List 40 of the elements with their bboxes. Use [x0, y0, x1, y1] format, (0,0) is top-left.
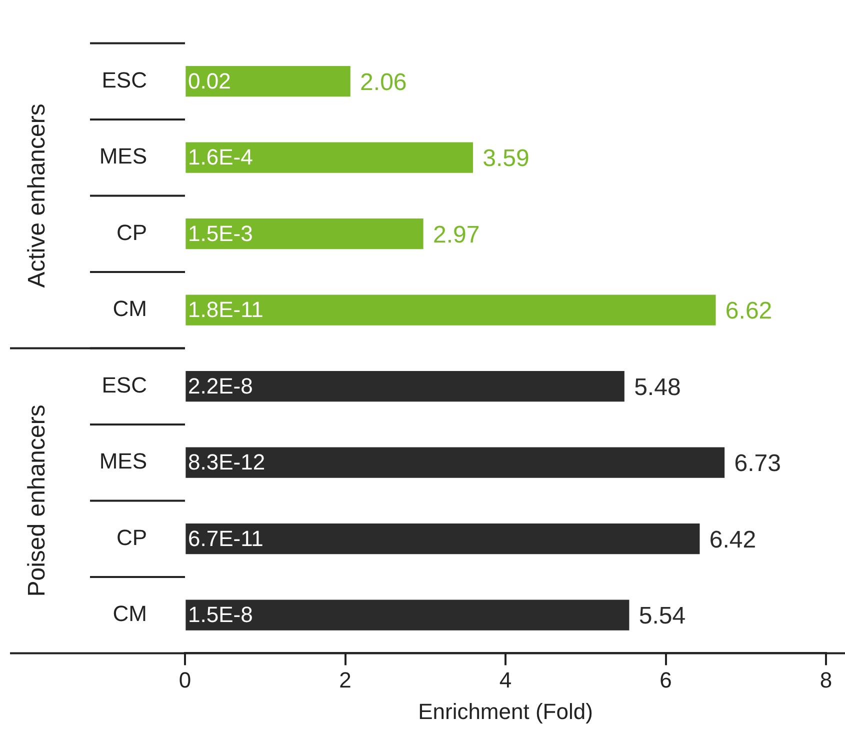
bar	[186, 66, 350, 97]
x-tick-label: 2	[339, 667, 352, 692]
bar	[186, 218, 424, 250]
x-axis-title: Enrichment (Fold)	[418, 698, 593, 724]
y-tick-label: MES	[99, 144, 147, 169]
bar	[186, 523, 700, 554]
data-label: 2.06	[360, 68, 407, 96]
text: Active enhancers	[24, 104, 51, 288]
bar	[186, 370, 624, 402]
x-tick-label: 6	[660, 667, 672, 692]
bar	[186, 600, 630, 630]
annotation: 0.02	[188, 68, 231, 94]
y-tick-label: ESC	[102, 372, 148, 398]
y-tick-label: ESC	[102, 67, 148, 92]
y-tick-label: CM	[112, 296, 147, 322]
annotation: 1.5E-8	[188, 602, 253, 628]
annotation: 8.3E-12	[188, 450, 266, 475]
y-tick-label: CP	[116, 220, 147, 245]
data-label: 2.97	[432, 221, 480, 248]
x-tick-label: 4	[499, 667, 512, 692]
data-label: 6.73	[734, 450, 781, 478]
annotation: 2.2E-8	[188, 373, 253, 398]
y-tick-label: CP	[116, 524, 147, 550]
data-label: 6.62	[725, 298, 772, 325]
data-label: 3.59	[482, 145, 530, 172]
annotation: 1.6E-4	[188, 144, 253, 170]
x-tick-label: 0	[178, 667, 192, 692]
bar	[186, 294, 716, 326]
data-label: 5.48	[634, 374, 681, 401]
annotation: 1.8E-11	[188, 297, 264, 322]
y-tick-label: CM	[112, 601, 147, 626]
bar	[186, 447, 725, 478]
data-label: 6.42	[709, 526, 756, 554]
annotation: 1.5E-3	[188, 220, 253, 246]
data-label: 5.54	[638, 602, 686, 630]
annotation: 6.7E-11	[188, 526, 264, 551]
y-tick-label: MES	[99, 448, 147, 474]
bar	[186, 142, 473, 173]
text: Poised enhancers	[24, 404, 51, 597]
x-tick-label: 8	[820, 667, 832, 692]
